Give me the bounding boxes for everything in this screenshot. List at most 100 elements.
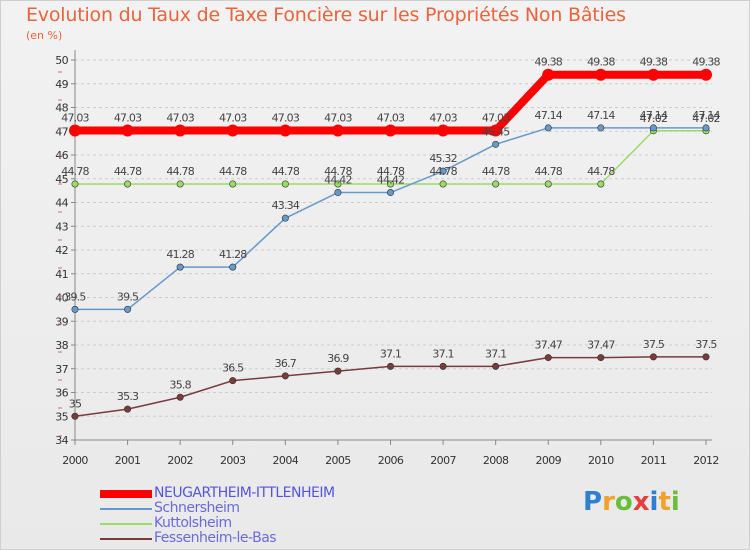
data-label: 41.28 xyxy=(219,248,247,261)
data-point xyxy=(71,180,79,188)
y-tick-label: 44 xyxy=(55,197,68,210)
data-label: 35 xyxy=(69,397,82,410)
y-tick-label: 38 xyxy=(55,339,68,352)
data-point xyxy=(176,393,184,401)
x-tick-label: 2002 xyxy=(167,454,193,467)
data-label: 44.78 xyxy=(482,165,510,178)
data-point xyxy=(281,180,289,188)
proxiti-logo[interactable]: Proxiti xyxy=(583,487,680,517)
y-tick-label: 46 xyxy=(55,149,68,162)
y-tick-label: 42 xyxy=(55,244,68,257)
data-point xyxy=(71,305,79,313)
x-tick-label: 2005 xyxy=(325,454,351,467)
data-point xyxy=(176,180,184,188)
x-tick-label: 2009 xyxy=(535,454,561,467)
data-labels: 47.03 47.03 47.03 47.03 47.03 47.03 47.03 47.03… xyxy=(61,56,721,411)
logo-letter: P xyxy=(583,487,603,517)
data-point xyxy=(597,354,605,362)
legend-label: Fessenheim-le-Bas xyxy=(154,530,277,546)
data-label: 44.78 xyxy=(166,165,194,178)
data-point xyxy=(544,354,552,362)
data-label: 47.14 xyxy=(587,109,615,122)
x-tick-label: 2001 xyxy=(115,454,141,467)
data-point xyxy=(437,124,450,137)
data-label: 47.03 xyxy=(272,112,300,125)
data-label: 37.47 xyxy=(587,339,615,352)
data-point xyxy=(492,180,500,188)
data-label: 47.03 xyxy=(429,112,457,125)
data-point xyxy=(597,124,605,132)
data-point xyxy=(124,305,132,313)
data-label: 37.47 xyxy=(535,339,563,352)
logo-letter: r xyxy=(602,487,615,517)
data-label: 47.03 xyxy=(377,112,405,125)
data-label: 44.78 xyxy=(272,165,300,178)
data-point xyxy=(226,124,239,137)
y-tick-label: 35 xyxy=(55,410,68,423)
legend-label: NEUGARTHEIM-ITTLENHEIM xyxy=(154,485,335,501)
y-tick-label: 45 xyxy=(55,173,68,186)
data-point xyxy=(489,124,502,137)
legend-swatch xyxy=(100,523,152,525)
x-tick-label: 2007 xyxy=(430,454,456,467)
data-point xyxy=(334,189,342,197)
data-label: 47.03 xyxy=(61,112,89,125)
data-label: 47.03 xyxy=(324,112,352,125)
x-tick-label: 2008 xyxy=(483,454,509,467)
data-label: 35.3 xyxy=(117,390,139,403)
y-tick-label: 34 xyxy=(55,434,68,447)
legend-label: Schnersheim xyxy=(154,500,240,516)
data-point xyxy=(649,353,657,361)
data-point xyxy=(386,180,394,188)
data-point xyxy=(334,180,342,188)
data-label: 44.78 xyxy=(429,165,457,178)
data-label: 49.38 xyxy=(587,56,615,69)
data-label: 44.78 xyxy=(324,165,352,178)
logo-letter: t xyxy=(658,487,671,517)
data-label: 47.02 xyxy=(640,112,668,125)
data-point xyxy=(597,180,605,188)
data-label: 47.14 xyxy=(535,109,563,122)
data-point xyxy=(594,68,607,81)
data-label: 37.1 xyxy=(432,347,453,360)
data-point xyxy=(124,405,132,413)
logo-letter: i xyxy=(649,487,659,517)
data-label: 44.78 xyxy=(114,165,142,178)
data-point xyxy=(281,214,289,222)
data-point xyxy=(386,189,394,197)
data-point xyxy=(647,68,660,81)
data-label: 47.03 xyxy=(166,112,194,125)
data-label: 36.7 xyxy=(275,357,297,370)
data-label: 37.5 xyxy=(695,338,717,351)
logo-letter: o xyxy=(614,487,633,517)
data-point xyxy=(229,180,237,188)
data-point xyxy=(121,124,134,137)
y-tick-label: 37 xyxy=(55,363,68,376)
x-tick-label: 2011 xyxy=(641,454,667,467)
data-point xyxy=(229,377,237,385)
data-label: 49.38 xyxy=(535,56,563,69)
data-label: 44.78 xyxy=(61,165,89,178)
data-label: 36.9 xyxy=(327,352,349,365)
data-point xyxy=(279,124,292,137)
data-point xyxy=(439,362,447,370)
y-tick-label: 47 xyxy=(55,125,68,138)
data-point xyxy=(542,68,555,81)
x-tick-label: 2003 xyxy=(220,454,246,467)
y-tick-label: 41 xyxy=(55,268,68,281)
data-label: 44.78 xyxy=(535,165,563,178)
data-point xyxy=(439,180,447,188)
data-label: 39.5 xyxy=(117,290,139,303)
data-point xyxy=(384,124,397,137)
data-point xyxy=(702,353,710,361)
chart-title: Evolution du Taux de Taxe Foncière sur l… xyxy=(26,4,626,26)
y-tick-label: 39 xyxy=(55,315,68,328)
data-label: 35.8 xyxy=(170,378,192,391)
x-tick-label: 2000 xyxy=(62,454,88,467)
unit-label: (en %) xyxy=(26,29,63,42)
data-point xyxy=(69,124,81,137)
data-point xyxy=(544,180,552,188)
